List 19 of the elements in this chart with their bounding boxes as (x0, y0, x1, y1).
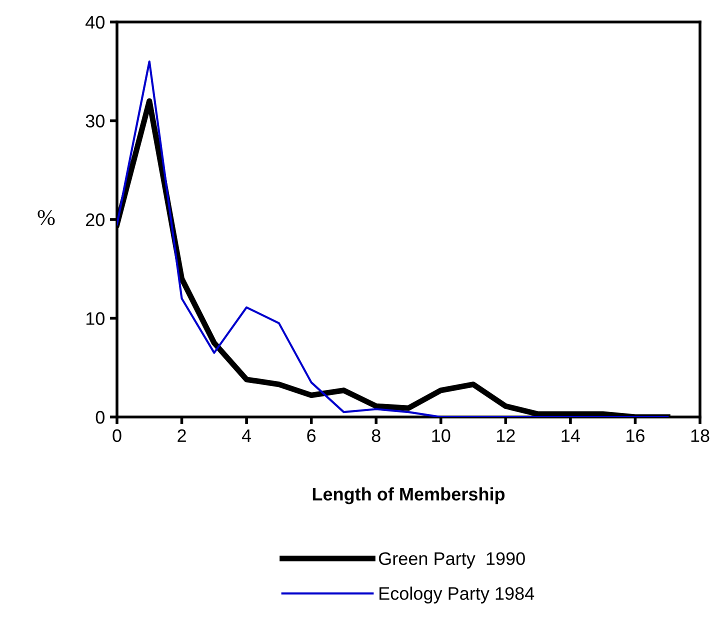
legend-label: Green Party 1990 (378, 552, 525, 569)
x-tick-label: 4 (242, 429, 252, 442)
x-tick-label: 2 (178, 429, 186, 442)
x-tick-label: 8 (372, 429, 380, 442)
x-tick-label: 18 (691, 429, 710, 442)
y-tick-label: 30 (86, 114, 104, 128)
x-tick-label: 16 (626, 429, 644, 442)
x-tick-label: 0 (112, 429, 122, 442)
x-axis-title: Length of Membership (312, 487, 505, 504)
x-tick-label: 6 (307, 429, 316, 442)
x-tick-label: 10 (432, 429, 450, 442)
x-tick-label: 14 (562, 429, 580, 442)
y-tick-label: 0 (96, 410, 104, 424)
legend-label: Ecology Party 1984 (380, 586, 534, 604)
x-tick-label: 12 (497, 429, 515, 442)
y-axis-title: % (38, 210, 55, 226)
y-tick-label: 10 (86, 312, 104, 325)
y-tick-label: 20 (86, 213, 104, 226)
y-tick-label: 40 (86, 16, 104, 29)
